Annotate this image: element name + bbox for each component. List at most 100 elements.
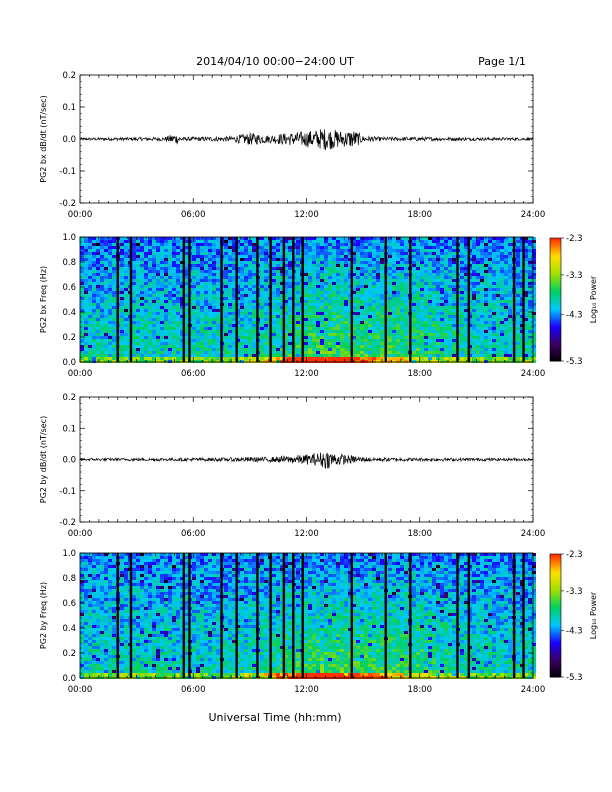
spectrogram-cell [108,288,112,291]
spectrogram-cell [248,270,252,273]
spectrogram-cell [160,360,164,363]
spectrogram-cell [276,276,280,279]
spectrogram-cell [124,345,128,348]
spectrogram-cell [100,336,104,339]
spectrogram-cell [364,342,368,345]
spectrogram-cell [148,306,152,309]
spectrogram-cell [532,273,536,276]
spectrogram-cell [524,360,528,363]
spectrogram-cell [228,300,232,303]
spectrogram-cell [416,294,420,297]
spectrogram-cell [260,297,264,300]
spectrogram-cell [476,345,480,348]
spectrogram-cell [508,318,512,321]
spectrogram-cell [532,246,536,249]
spectrogram-cell [308,306,312,309]
spectrogram-cell [132,336,136,339]
spectrogram-cell [124,321,128,324]
spectrogram-cell [388,318,392,321]
spectrogram-cell [244,342,248,345]
spectrogram-cell [236,258,240,261]
spectrogram-cell [364,339,368,342]
spectrogram-cell [404,267,408,270]
spectrogram-cell [184,297,188,300]
spectrogram-cell [404,303,408,306]
spectrogram-cell [184,291,188,294]
spectrogram-cell [372,327,376,330]
spectrogram-cell [424,243,428,246]
spectrogram-cell [208,288,212,291]
spectrogram-cell [244,324,248,327]
spectrogram-cell [284,255,288,258]
spectrogram-cell [480,243,484,246]
spectrogram-cell [364,357,368,360]
spectrogram-cell [420,357,424,360]
spectrogram-cell [344,282,348,285]
spectrogram-cell [212,306,216,309]
spectrogram-cell [396,351,400,354]
spectrogram-cell [392,312,396,315]
spectrogram-cell [296,279,300,282]
spectrogram-cell [416,249,420,252]
spectrogram-cell [148,360,152,363]
spectrogram-cell [212,336,216,339]
spectrogram-cell [192,354,196,357]
spectrogram-cell [192,285,196,288]
spectrogram-cell [444,342,448,345]
spectrogram-cell [336,339,340,342]
spectrogram-cell [388,276,392,279]
spectrogram-cell [208,282,212,285]
spectrogram-cell [508,333,512,336]
spectrogram-cell [532,351,536,354]
spectrogram-cell [524,354,528,357]
spectrogram-cell [464,291,468,294]
spectrogram-cell [492,237,496,240]
spectrogram-cell [320,300,324,303]
spectrogram-cell [164,300,168,303]
spectrogram-cell [272,294,276,297]
data-gap [292,237,295,362]
spectrogram-cell [276,246,280,249]
spectrogram-cell [160,285,164,288]
spectrogram-cell [184,249,188,252]
spectrogram-cell [160,249,164,252]
spectrogram-cell [484,270,488,273]
spectrogram-cell [284,294,288,297]
spectrogram-cell [396,288,400,291]
spectrogram-cell [324,345,328,348]
spectrogram-cell [372,237,376,240]
spectrogram-cell [428,309,432,312]
spectrogram-cell [504,279,508,282]
spectrogram-cell [216,330,220,333]
spectrogram-cell [316,318,320,321]
spectrogram-cell [476,291,480,294]
spectrogram-cell [428,360,432,363]
spectrogram-cell [316,273,320,276]
spectrogram-cell [388,336,392,339]
spectrogram-cell [172,285,176,288]
spectrogram-cell [444,237,448,240]
spectrogram-cell [340,267,344,270]
spectrogram-cell [236,279,240,282]
spectrogram-cell [224,237,228,240]
spectrogram-cell [336,321,340,324]
spectrogram-cell [396,336,400,339]
spectrogram-cell [532,354,536,357]
spectrogram-cell [236,339,240,342]
spectrogram-cell [276,261,280,264]
spectrogram-cell [104,267,108,270]
spectrogram-cell [88,264,92,267]
spectrogram-cell [104,288,108,291]
spectrogram-cell [448,246,452,249]
spectrogram-cell [204,291,208,294]
spectrogram-cell [396,360,400,363]
spectrogram-cell [412,336,416,339]
spectrogram-cell [424,312,428,315]
spectrogram-cell [228,339,232,342]
spectrogram-cell [88,360,92,363]
spectrogram-cell [304,336,308,339]
spectrogram-cell [132,345,136,348]
spectrogram-cell [488,303,492,306]
spectrogram-cell [80,237,84,240]
spectrogram-cell [492,306,496,309]
